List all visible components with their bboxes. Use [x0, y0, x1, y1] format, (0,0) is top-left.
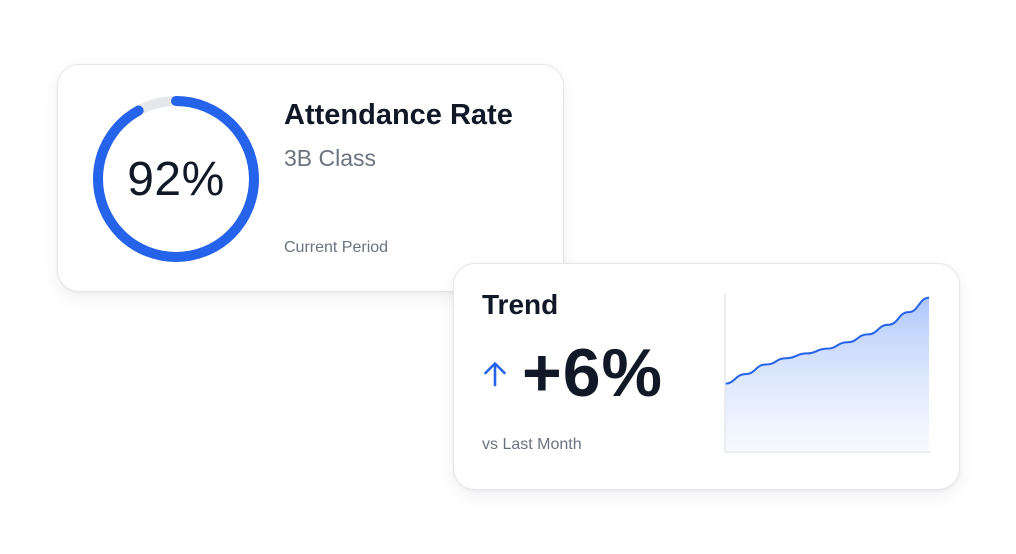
- attendance-card: 92% Attendance Rate 3B Class Current Per…: [57, 64, 564, 292]
- attendance-rate-value: 92%: [127, 152, 225, 206]
- attendance-title: Attendance Rate: [284, 99, 513, 131]
- trend-value: +6%: [522, 335, 663, 411]
- sparkline-area: [725, 297, 929, 452]
- class-name: 3B Class: [284, 145, 377, 171]
- attendance-progress-ring: 92%: [90, 93, 262, 265]
- arrow-up-icon: [484, 362, 506, 387]
- trend-sparkline: [724, 293, 931, 453]
- period-label: Current Period: [284, 239, 389, 256]
- sparkline-line: [724, 296, 930, 385]
- trend-card: Trend +6% vs Last Month: [453, 263, 960, 490]
- trend-title: Trend: [482, 289, 559, 320]
- comparison-label: vs Last Month: [482, 436, 582, 453]
- progress-ring-fill: [93, 96, 259, 262]
- progress-ring-graphic: [93, 96, 259, 262]
